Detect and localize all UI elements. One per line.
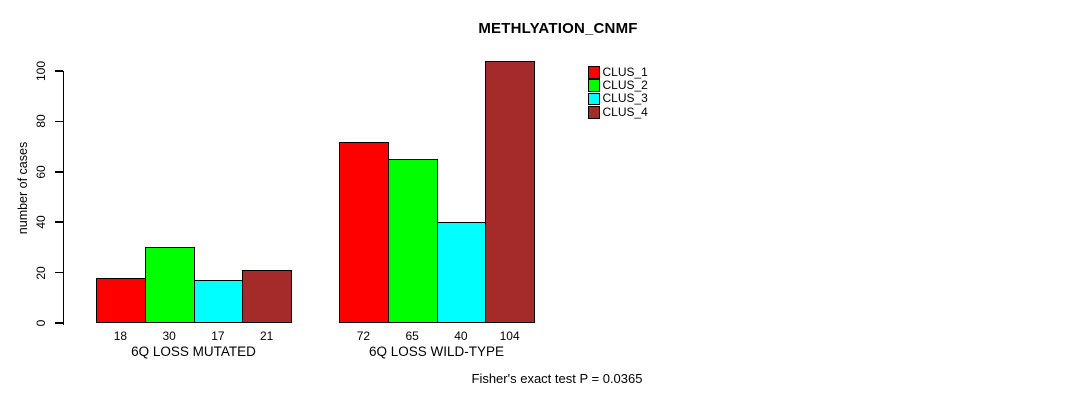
bar-value-label: 65: [405, 329, 419, 343]
category-label: 6Q LOSS MUTATED: [131, 344, 256, 359]
bar-value-label: 21: [259, 329, 274, 343]
bar-value-label: 104: [499, 329, 520, 343]
bar-clus_4-group2: [485, 60, 535, 323]
y-tick-mark: [55, 120, 63, 123]
legend-label-clus_3: CLUS_3: [602, 91, 648, 106]
legend-label-clus_2: CLUS_2: [602, 77, 648, 92]
bar-clus_1-group1: [96, 277, 146, 323]
bar-clus_2-group1: [144, 247, 195, 323]
bar-clus_1-group2: [339, 141, 389, 323]
bar-value-label: 17: [211, 329, 225, 343]
bar-clus_3-group2: [436, 222, 487, 323]
legend-swatch-clus_1: [587, 66, 600, 79]
bar-value-label: 18: [113, 329, 128, 343]
category-label: 6Q LOSS WILD-TYPE: [368, 344, 505, 359]
bar-clus_2-group2: [387, 159, 438, 323]
legend-swatch-clus_3: [587, 92, 600, 106]
y-tick-mark: [55, 171, 63, 173]
bar-value-label: 30: [162, 329, 176, 343]
legend-label-clus_1: CLUS_1: [602, 64, 648, 79]
y-tick-mark: [55, 221, 63, 223]
bar-clus_3-group1: [193, 280, 244, 323]
bar-value-label: 40: [454, 329, 468, 343]
y-axis-line: [62, 71, 64, 325]
y-tick-mark: [55, 271, 63, 274]
bar-value-label: 72: [356, 329, 371, 343]
chart-title: METHLYATION_CNMF: [478, 20, 638, 37]
legend-swatch-clus_2: [587, 79, 600, 92]
annotation-text: Fisher's exact test P = 0.0365: [471, 371, 643, 386]
y-tick-mark: [55, 70, 63, 72]
legend-swatch-clus_4: [587, 106, 600, 119]
bar-clus_4-group1: [242, 270, 292, 323]
y-tick-mark: [55, 322, 63, 324]
legend-label-clus_4: CLUS_4: [602, 104, 648, 119]
